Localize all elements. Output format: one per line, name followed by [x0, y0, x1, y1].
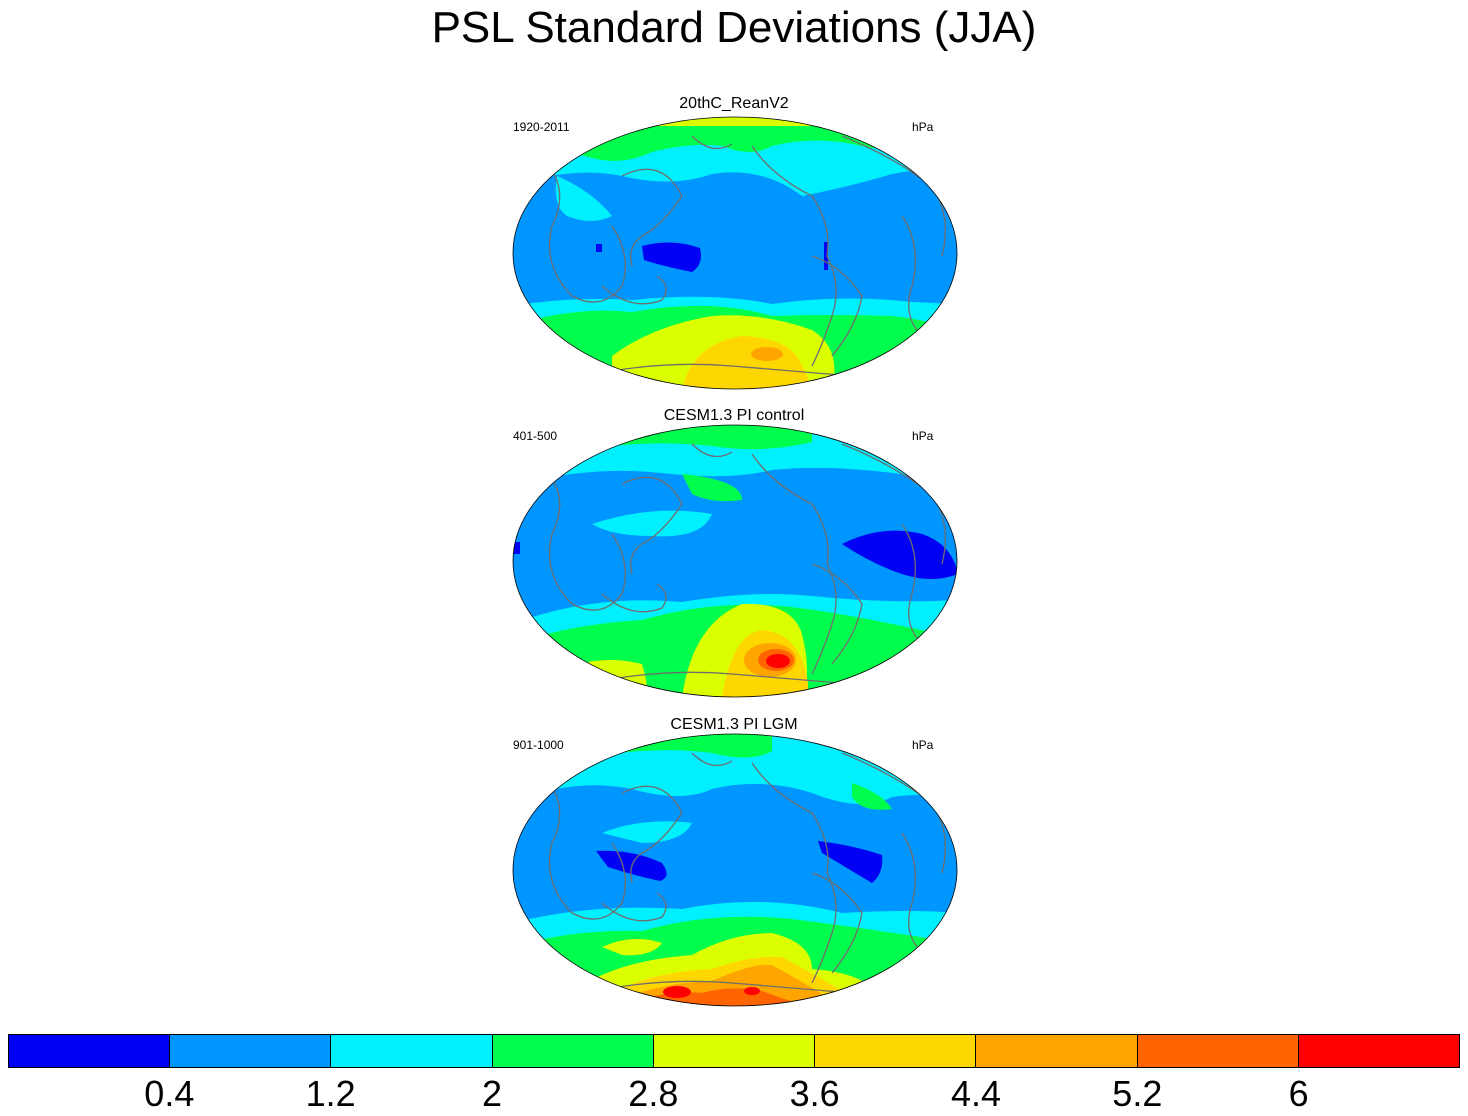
colorbar-segment: [492, 1035, 654, 1067]
colorbar-tick-label: 2.8: [628, 1073, 679, 1114]
colorbar-tick-label: 0.4: [144, 1073, 195, 1114]
panel-units: hPa: [912, 429, 934, 443]
colorbar-segment: [976, 1035, 1138, 1067]
panel-period: 401-500: [513, 429, 558, 443]
map-panel-pi-lgm: [512, 733, 958, 1007]
colorbar-segment: [9, 1035, 171, 1067]
panel-period: 901-1000: [513, 738, 564, 752]
panel-units: hPa: [912, 120, 934, 134]
panel-units: hPa: [912, 738, 934, 752]
colorbar-segment: [331, 1035, 493, 1067]
colorbar-segment: [653, 1035, 816, 1067]
map-panel-pi-control: [512, 424, 958, 698]
page-title: PSL Standard Deviations (JJA): [431, 3, 1037, 52]
colorbar-segment: [1298, 1035, 1459, 1067]
colorbar-tick-label: 6: [1288, 1073, 1309, 1114]
colorbar-tick-label: 1.2: [305, 1073, 356, 1114]
colorbar-tick-label: 5.2: [1112, 1073, 1163, 1114]
panel-period: 1920-2011: [513, 120, 570, 134]
colorbar: [8, 1034, 1460, 1068]
colorbar-tick-label: 2: [481, 1073, 503, 1114]
colorbar-tick-label: 4.4: [950, 1073, 1002, 1114]
panel-title: CESM1.3 PI LGM: [670, 716, 798, 733]
colorbar-segment: [815, 1035, 977, 1067]
map-panel-reanalysis: [512, 116, 958, 390]
colorbar-tick-label: 3.6: [789, 1073, 840, 1114]
colorbar-segment: [1137, 1035, 1299, 1067]
panel-title: 20thC_ReanV2: [679, 95, 789, 112]
colorbar-segment: [170, 1035, 332, 1067]
panel-title: CESM1.3 PI control: [663, 407, 805, 424]
